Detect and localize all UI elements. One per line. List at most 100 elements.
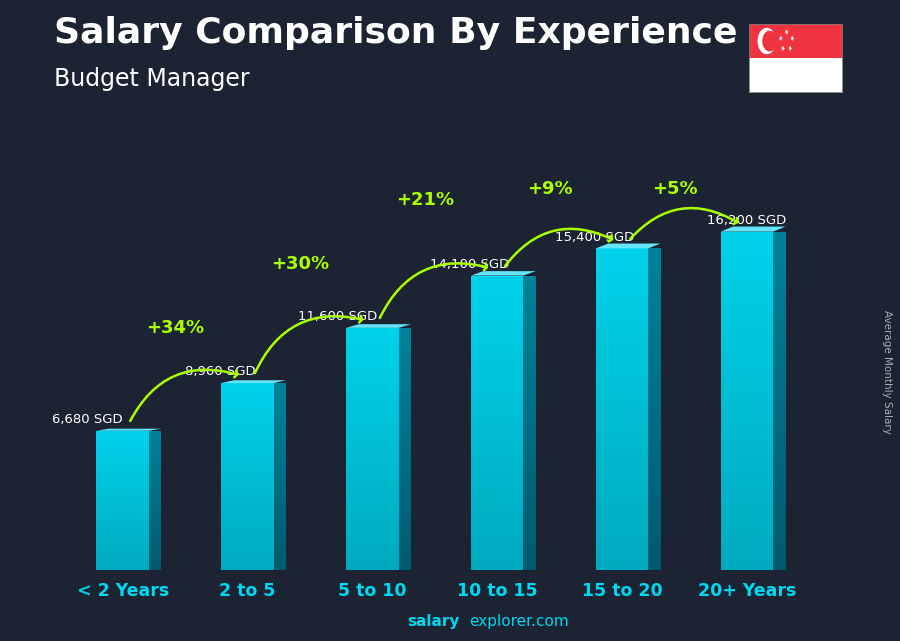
Bar (773, 503, 786, 510)
Bar (721, 367, 773, 374)
Bar (399, 469, 411, 474)
Bar (96, 565, 148, 568)
Bar (274, 485, 286, 488)
Bar (221, 477, 274, 481)
Bar (471, 399, 524, 405)
Bar (721, 306, 773, 313)
Bar (148, 560, 161, 562)
Bar (524, 317, 536, 323)
Bar (346, 542, 399, 546)
Bar (524, 506, 536, 512)
Bar (524, 488, 536, 494)
Bar (596, 538, 648, 545)
Bar (96, 492, 148, 495)
Bar (773, 340, 786, 347)
Bar (721, 286, 773, 293)
Bar (346, 357, 399, 362)
Bar (721, 455, 773, 462)
Bar (648, 281, 661, 287)
Bar (721, 326, 773, 333)
Bar (471, 482, 524, 488)
Bar (773, 496, 786, 503)
Bar (524, 535, 536, 541)
Bar (346, 391, 399, 395)
Bar (648, 435, 661, 442)
Bar (471, 294, 524, 299)
Bar (148, 529, 161, 531)
Bar (524, 482, 536, 488)
Bar (399, 362, 411, 367)
Bar (773, 435, 786, 442)
Bar (524, 340, 536, 346)
Bar (274, 406, 286, 410)
Bar (721, 313, 773, 320)
Bar (524, 553, 536, 559)
Bar (399, 376, 411, 381)
Bar (96, 433, 148, 437)
Bar (648, 377, 661, 384)
Bar (596, 300, 648, 306)
Bar (596, 487, 648, 493)
Bar (399, 440, 411, 444)
Text: +5%: +5% (652, 180, 698, 198)
Bar (596, 313, 648, 319)
Bar (346, 508, 399, 512)
Bar (221, 451, 274, 454)
Bar (399, 522, 411, 527)
Bar (346, 352, 399, 357)
Bar (596, 564, 648, 570)
Bar (274, 465, 286, 469)
Bar (346, 497, 399, 503)
Bar (274, 552, 286, 556)
Bar (773, 299, 786, 306)
Bar (721, 238, 773, 246)
Bar (596, 493, 648, 499)
Bar (648, 274, 661, 281)
Bar (221, 465, 274, 469)
Bar (221, 383, 274, 387)
Bar (773, 394, 786, 401)
Bar (471, 423, 524, 429)
Bar (648, 513, 661, 519)
Bar (524, 517, 536, 523)
Bar (96, 431, 148, 433)
Bar (524, 565, 536, 570)
Bar (274, 417, 286, 420)
Bar (471, 547, 524, 553)
Bar (274, 458, 286, 462)
Bar (399, 415, 411, 420)
Bar (221, 394, 274, 398)
Bar (96, 447, 148, 451)
Bar (148, 554, 161, 556)
Bar (148, 495, 161, 498)
Bar (148, 492, 161, 495)
Bar (721, 469, 773, 476)
Bar (773, 265, 786, 272)
Bar (524, 294, 536, 299)
Bar (148, 451, 161, 453)
Bar (96, 503, 148, 506)
Bar (648, 493, 661, 499)
Bar (274, 462, 286, 465)
Bar (399, 444, 411, 449)
Bar (221, 481, 274, 485)
Bar (524, 276, 536, 281)
Bar (399, 551, 411, 556)
Bar (96, 506, 148, 509)
Bar (773, 544, 786, 550)
Polygon shape (763, 31, 776, 51)
Bar (221, 540, 274, 544)
Bar (524, 388, 536, 394)
Bar (274, 432, 286, 435)
Bar (399, 333, 411, 338)
Bar (96, 451, 148, 453)
Bar (773, 489, 786, 496)
Bar (221, 402, 274, 406)
Bar (221, 507, 274, 510)
Bar (721, 483, 773, 489)
Bar (524, 311, 536, 317)
Bar (148, 478, 161, 481)
Bar (773, 455, 786, 462)
Bar (524, 441, 536, 447)
Bar (148, 476, 161, 478)
